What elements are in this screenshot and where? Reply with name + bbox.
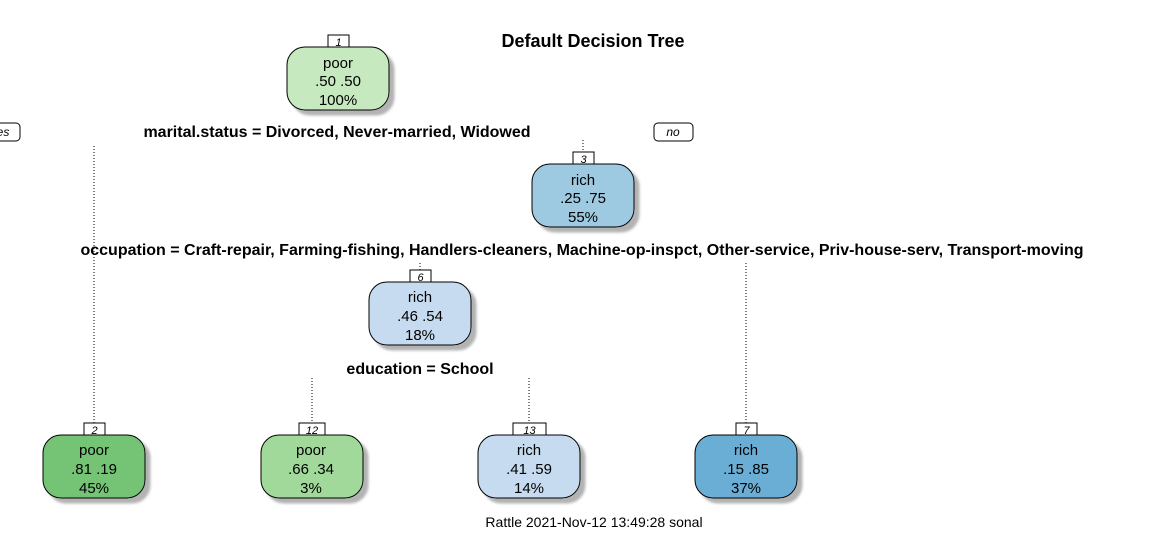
node-box	[531, 163, 635, 228]
node-box	[477, 434, 581, 499]
node-number: 2	[90, 425, 97, 437]
split-label-education: education = School	[346, 361, 493, 378]
node-class-label: rich	[734, 442, 758, 459]
node-probabilities: .46 .54	[397, 308, 443, 325]
tree-node-3: 3 rich .25 .75 55%	[531, 151, 635, 228]
node-box	[368, 281, 472, 346]
node-probabilities: .50 .50	[315, 73, 361, 90]
tree-node-12: 12 poor .66 .34 3%	[260, 422, 364, 499]
footer-timestamp: Rattle 2021-Nov-12 13:49:28 sonal	[485, 514, 702, 530]
split-label-marital-status: marital.status = Divorced, Never-married…	[143, 124, 530, 141]
node-box	[260, 434, 364, 499]
node-probabilities: .25 .75	[560, 190, 606, 207]
tree-node-6: 6 rich .46 .54 18%	[368, 269, 472, 346]
node-class-label: rich	[517, 442, 541, 459]
node-number: 3	[580, 154, 587, 166]
node-percentage: 100%	[319, 92, 357, 109]
node-percentage: 14%	[514, 480, 544, 497]
node-class-label: rich	[571, 172, 595, 189]
branch-no-label: no	[653, 122, 694, 142]
node-class-label: rich	[408, 289, 432, 306]
split-label-occupation: occupation = Craft-repair, Farming-fishi…	[80, 242, 1083, 259]
node-percentage: 3%	[300, 480, 322, 497]
tree-node-2: 2 poor .81 .19 45%	[42, 422, 146, 499]
node-box	[42, 434, 146, 499]
svg-text:no: no	[666, 125, 680, 139]
node-number: 12	[306, 425, 318, 437]
node-probabilities: .41 .59	[506, 461, 552, 478]
node-box	[286, 46, 390, 111]
node-probabilities: .15 .85	[723, 461, 769, 478]
node-percentage: 55%	[568, 209, 598, 226]
node-number: 1	[335, 37, 341, 49]
tree-connectors	[93, 140, 747, 424]
node-class-label: poor	[323, 55, 353, 72]
node-box	[694, 434, 798, 499]
tree-node-1: 1 poor .50 .50 100%	[286, 34, 390, 111]
node-class-label: poor	[296, 442, 326, 459]
node-probabilities: .66 .34	[288, 461, 334, 478]
node-number: 6	[417, 272, 424, 284]
svg-text:yes: yes	[0, 125, 9, 139]
node-percentage: 45%	[79, 480, 109, 497]
node-probabilities: .81 .19	[71, 461, 117, 478]
node-number: 13	[523, 425, 536, 437]
tree-node-7: 7 rich .15 .85 37%	[694, 422, 798, 499]
node-percentage: 37%	[731, 480, 761, 497]
node-number: 7	[743, 425, 750, 437]
branch-yes-label: yes	[0, 122, 21, 142]
diagram-title: Default Decision Tree	[501, 31, 684, 51]
tree-node-13: 13 rich .41 .59 14%	[477, 422, 581, 499]
node-percentage: 18%	[405, 327, 435, 344]
node-class-label: poor	[79, 442, 109, 459]
